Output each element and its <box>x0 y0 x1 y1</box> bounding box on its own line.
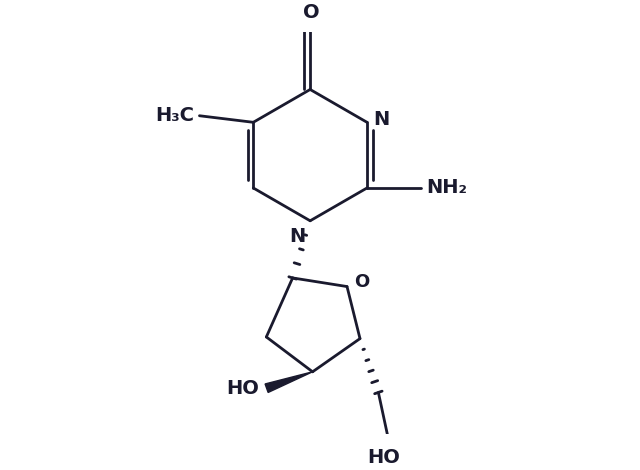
Text: N: N <box>374 110 390 128</box>
Text: O: O <box>355 274 370 291</box>
Text: O: O <box>303 3 319 22</box>
Text: H₃C: H₃C <box>156 106 195 125</box>
Text: N: N <box>289 227 305 246</box>
Text: HO: HO <box>227 379 259 398</box>
Text: NH₂: NH₂ <box>427 179 468 197</box>
Polygon shape <box>265 372 312 392</box>
Text: HO: HO <box>368 448 401 467</box>
